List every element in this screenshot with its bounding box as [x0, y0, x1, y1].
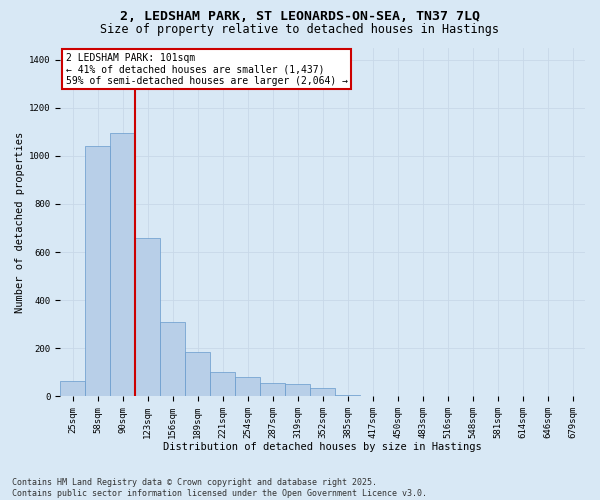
- Bar: [160, 322, 185, 396]
- Text: 2 LEDSHAM PARK: 101sqm
← 41% of detached houses are smaller (1,437)
59% of semi-: 2 LEDSHAM PARK: 101sqm ← 41% of detached…: [65, 52, 347, 86]
- Bar: [185, 352, 210, 397]
- Bar: [235, 377, 260, 396]
- Text: 2, LEDSHAM PARK, ST LEONARDS-ON-SEA, TN37 7LQ: 2, LEDSHAM PARK, ST LEONARDS-ON-SEA, TN3…: [120, 10, 480, 23]
- Y-axis label: Number of detached properties: Number of detached properties: [15, 132, 25, 312]
- Bar: [110, 133, 136, 396]
- Bar: [210, 372, 235, 396]
- Bar: [260, 383, 285, 396]
- Text: Size of property relative to detached houses in Hastings: Size of property relative to detached ho…: [101, 22, 499, 36]
- Bar: [335, 395, 360, 396]
- Text: Contains HM Land Registry data © Crown copyright and database right 2025.
Contai: Contains HM Land Registry data © Crown c…: [12, 478, 427, 498]
- Bar: [85, 146, 110, 397]
- Bar: [285, 384, 310, 396]
- X-axis label: Distribution of detached houses by size in Hastings: Distribution of detached houses by size …: [163, 442, 482, 452]
- Bar: [136, 238, 160, 396]
- Bar: [310, 388, 335, 396]
- Bar: [61, 380, 85, 396]
